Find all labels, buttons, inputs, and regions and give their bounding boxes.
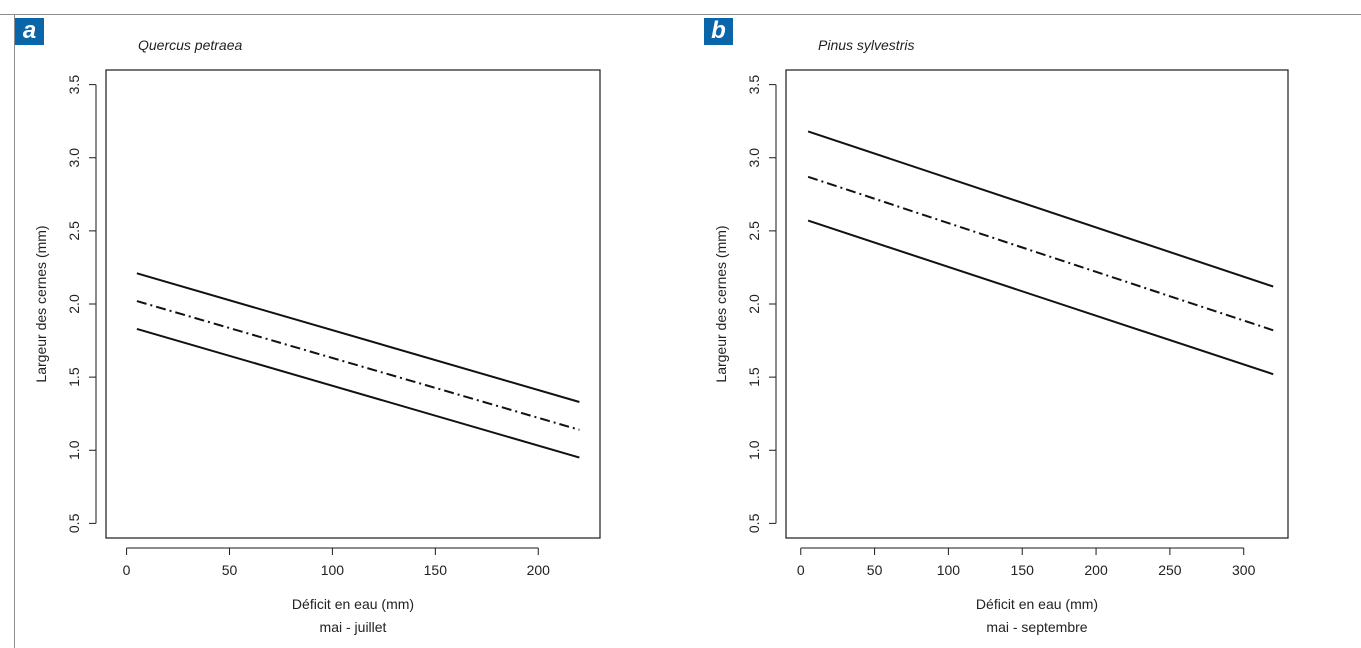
- chart-b-x-tick-label-3: 150: [1011, 562, 1035, 578]
- chart-a-series-1-line: [136, 300, 580, 431]
- chart-a-x-axis-label: Déficit en eau (mm): [292, 596, 414, 612]
- chart-a-series-0-line: [136, 272, 580, 403]
- chart-a-y-tick-label-1: 1.0: [66, 440, 82, 460]
- panel-label-b: b: [704, 18, 733, 45]
- chart-a-y-tick-label-5: 3.0: [66, 148, 82, 168]
- chart-b-title: Pinus sylvestris: [818, 37, 914, 53]
- chart-a-series-2-line: [136, 327, 580, 459]
- chart-b-x-tick-label-6: 300: [1232, 562, 1256, 578]
- chart-a-y-tick-label-0: 0.5: [66, 513, 82, 533]
- chart-b-y-tick-label-0: 0.5: [746, 513, 762, 533]
- chart-a-x-tick-label-3: 150: [424, 562, 448, 578]
- chart-a-y-tick-label-6: 3.5: [66, 75, 82, 95]
- chart-b-series-0-line: [807, 130, 1274, 288]
- chart-b-plot-box: [785, 69, 1289, 539]
- chart-a-y-tick-label-3: 2.0: [66, 294, 82, 314]
- chart-b-y-tick-label-6: 3.5: [746, 75, 762, 95]
- figure-frame-left: [14, 14, 15, 648]
- chart-b-x-tick-label-5: 250: [1158, 562, 1182, 578]
- chart-a-y-tick-label-4: 2.5: [66, 221, 82, 241]
- panel-label-a: a: [15, 18, 44, 45]
- chart-b-series-1-line: [807, 175, 1274, 332]
- chart-b-x-axis-sublabel: mai - septembre: [986, 619, 1087, 635]
- chart-a-title: Quercus petraea: [138, 37, 242, 53]
- chart-b-y-tick-label-2: 1.5: [746, 367, 762, 387]
- chart-b-x-axis-label: Déficit en eau (mm): [976, 596, 1098, 612]
- chart-b-x-tick-label-1: 50: [867, 562, 883, 578]
- chart-b-y-tick-label-4: 2.5: [746, 221, 762, 241]
- chart-a-x-tick-label-0: 0: [123, 562, 131, 578]
- chart-a-x-tick-label-4: 200: [527, 562, 551, 578]
- figure-frame-top: [0, 14, 1361, 15]
- chart-a-x-tick-label-2: 100: [321, 562, 345, 578]
- chart-a-plot-box: [105, 69, 601, 539]
- chart-b-y-tick-label-3: 2.0: [746, 294, 762, 314]
- chart-b-series-2-line: [807, 219, 1274, 376]
- chart-b-x-tick-label-0: 0: [797, 562, 805, 578]
- chart-b-x-tick-label-2: 100: [937, 562, 961, 578]
- chart-b-y-tick-label-1: 1.0: [746, 440, 762, 460]
- chart-b-y-axis-label: Largeur des cernes (mm): [713, 225, 729, 382]
- chart-a-y-axis-label: Largeur des cernes (mm): [33, 225, 49, 382]
- chart-b-x-tick-label-4: 200: [1084, 562, 1108, 578]
- chart-b-y-tick-label-5: 3.0: [746, 148, 762, 168]
- chart-a-x-axis-sublabel: mai - juillet: [320, 619, 387, 635]
- chart-a-x-tick-label-1: 50: [222, 562, 238, 578]
- chart-a-y-tick-label-2: 1.5: [66, 367, 82, 387]
